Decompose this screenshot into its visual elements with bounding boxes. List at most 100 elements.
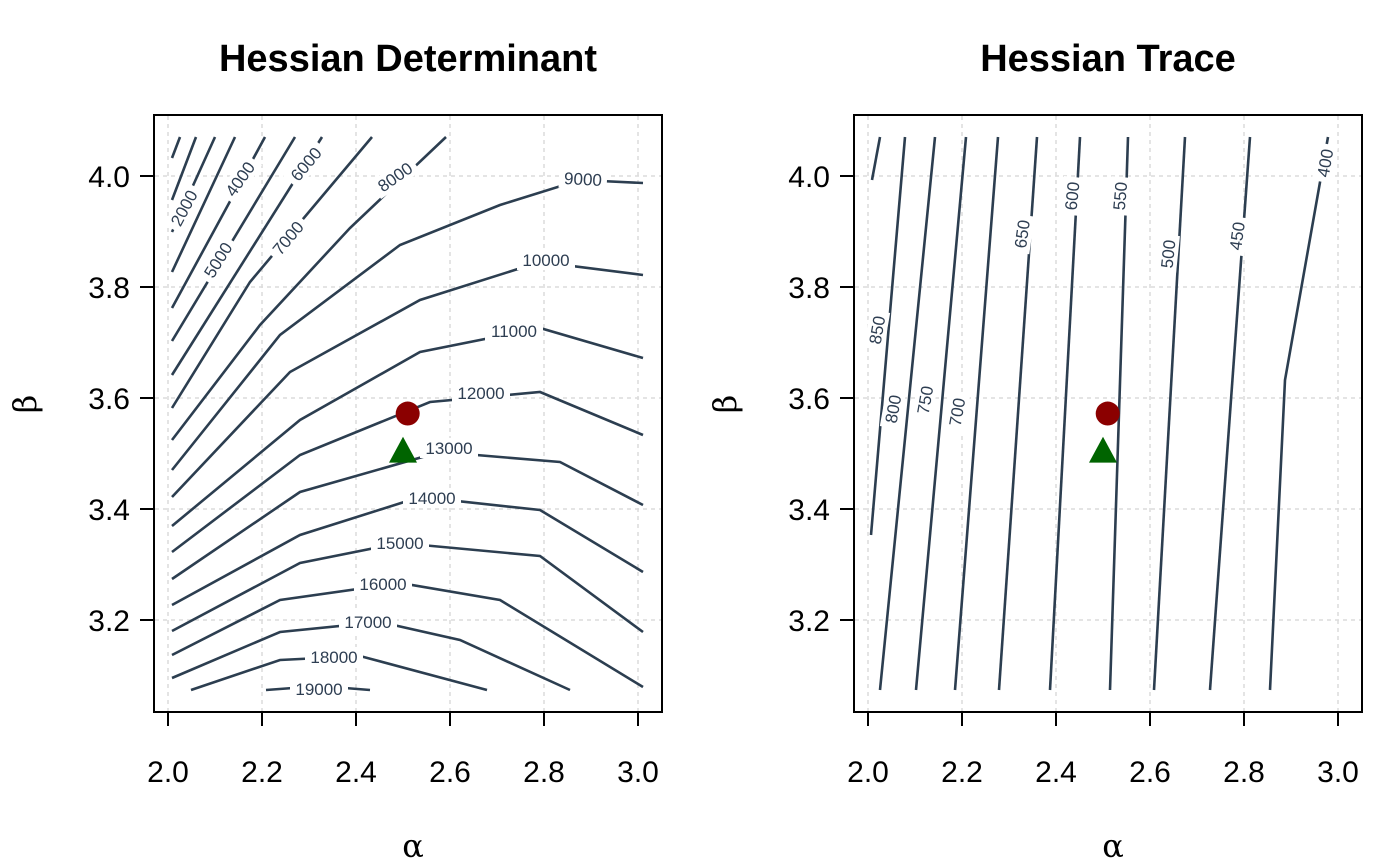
contour-line <box>170 136 297 342</box>
x-axis-label: α <box>402 827 424 865</box>
contour-label-bg <box>420 438 478 458</box>
contour-line <box>170 136 182 159</box>
y-axis: 3.2 3.4 3.6 3.8 4.0 <box>88 161 154 638</box>
y-tick-label: 3.4 <box>88 494 130 527</box>
contour-label-bg <box>218 153 262 205</box>
x-tick-label: 2.8 <box>1223 756 1265 789</box>
contour-label-text: 19000 <box>295 680 342 699</box>
x-tick-label: 3.0 <box>1317 756 1359 789</box>
x-tick-label: 2.4 <box>335 756 377 789</box>
contour-line <box>170 136 237 273</box>
y-tick-label: 3.2 <box>788 605 830 638</box>
contour-label: 700 <box>943 391 971 433</box>
contour-label-text: 500 <box>1158 239 1180 269</box>
contour-label-bg <box>163 182 205 234</box>
contour-label-text: 800 <box>882 393 906 424</box>
contour-label-text: 9000 <box>564 169 603 190</box>
contour-label: 800 <box>879 388 907 430</box>
contour-label-text: 16000 <box>359 575 406 594</box>
contour-line <box>953 136 1000 691</box>
x-tick-label: 2.6 <box>1129 756 1171 789</box>
y-tick-label: 3.2 <box>88 605 130 638</box>
contour-label-text: 12000 <box>457 384 504 403</box>
panel-hessian-trace: Hessian Trace 850 800 750 700 650 600 550 500 45… <box>706 38 1363 865</box>
y-tick-label: 3.4 <box>788 494 830 527</box>
markers <box>389 401 420 463</box>
y-tick-label: 3.8 <box>88 272 130 305</box>
x-tick-label: 2.2 <box>241 756 283 789</box>
contour-label-text: 15000 <box>376 534 423 553</box>
contour-label: 600 <box>1060 176 1084 216</box>
contour-label-bg <box>369 155 421 199</box>
true-value-triangle-marker <box>389 436 417 463</box>
contour-line <box>878 136 937 691</box>
contour-label-text: 550 <box>1110 181 1131 211</box>
contour-label-bg <box>264 213 312 263</box>
contour-label-bg <box>354 574 412 594</box>
contour-label-text: 17000 <box>344 613 391 632</box>
contour-label: 550 <box>1108 176 1132 216</box>
contour-line <box>170 136 373 409</box>
y-tick-label: 3.6 <box>788 383 830 416</box>
contour-label-bg <box>1009 213 1035 255</box>
contour-label: 8000 <box>369 155 421 199</box>
contour-label: 16000 <box>354 574 412 594</box>
x-tick-label: 3.0 <box>617 756 659 789</box>
contour-label-text: 13000 <box>425 439 472 458</box>
contour-label: 9000 <box>558 167 608 191</box>
contour-label-text: 11000 <box>491 322 537 341</box>
contour-label-text: 2000 <box>167 187 202 229</box>
grid <box>155 116 661 711</box>
contour-line <box>170 136 198 201</box>
contour-label-bg <box>1108 176 1132 216</box>
y-axis-label: β <box>6 395 44 414</box>
contour-label-bg <box>339 612 397 632</box>
contour-line <box>1048 136 1082 691</box>
contour-label-bg <box>1156 234 1180 274</box>
contour-label: 19000 <box>290 679 348 699</box>
contour-label-text: 14000 <box>408 489 455 508</box>
contour-label-bg <box>558 167 608 191</box>
y-tick-label: 3.8 <box>788 272 830 305</box>
contour-label-bg <box>305 647 363 667</box>
contour-label: 11000 <box>485 321 543 341</box>
contour-label-text: 600 <box>1062 181 1084 211</box>
contour-label: 14000 <box>403 488 461 508</box>
contour-label-bg <box>196 234 240 286</box>
x-tick-label: 2.4 <box>1035 756 1077 789</box>
contour-line <box>1268 136 1330 691</box>
estimate-circle-marker <box>1095 401 1120 426</box>
contour-label-bg <box>943 391 971 433</box>
contour-label-bg <box>371 533 429 553</box>
contour-label: 7000 <box>264 213 312 263</box>
y-tick-label: 4.0 <box>788 161 830 194</box>
x-axis: 2.0 2.2 2.4 2.6 2.8 3.0 <box>147 711 659 789</box>
contour-label-text: 400 <box>1314 147 1338 178</box>
contour-label-text: 650 <box>1011 219 1034 250</box>
contour-line <box>869 136 907 536</box>
contour-label: 17000 <box>339 612 397 632</box>
contour-label-bg <box>403 488 461 508</box>
contour-labels: 850 800 750 700 650 600 550 500 450 400 <box>863 142 1339 433</box>
contour-label-text: 700 <box>946 396 970 427</box>
x-tick-label: 2.6 <box>429 756 471 789</box>
contour-label-text: 450 <box>1226 221 1249 252</box>
contour-line <box>171 450 644 581</box>
contour-label-text: 18000 <box>310 648 357 667</box>
contour-label-bg <box>517 250 575 270</box>
contour-label-bg <box>1060 176 1084 216</box>
contour-label: 2000 <box>163 182 205 234</box>
y-tick-label: 4.0 <box>88 161 130 194</box>
contour-label-bg <box>879 388 907 430</box>
contour-label-bg <box>1224 215 1250 257</box>
contour-line <box>914 136 968 691</box>
panel-title: Hessian Trace <box>980 38 1236 80</box>
contour-line <box>171 620 571 692</box>
contour-label-bg <box>452 383 510 403</box>
x-tick-label: 2.0 <box>147 756 189 789</box>
contour-label-bg <box>1311 142 1339 184</box>
x-axis: 2.0 2.2 2.4 2.6 2.8 3.0 <box>847 711 1359 789</box>
